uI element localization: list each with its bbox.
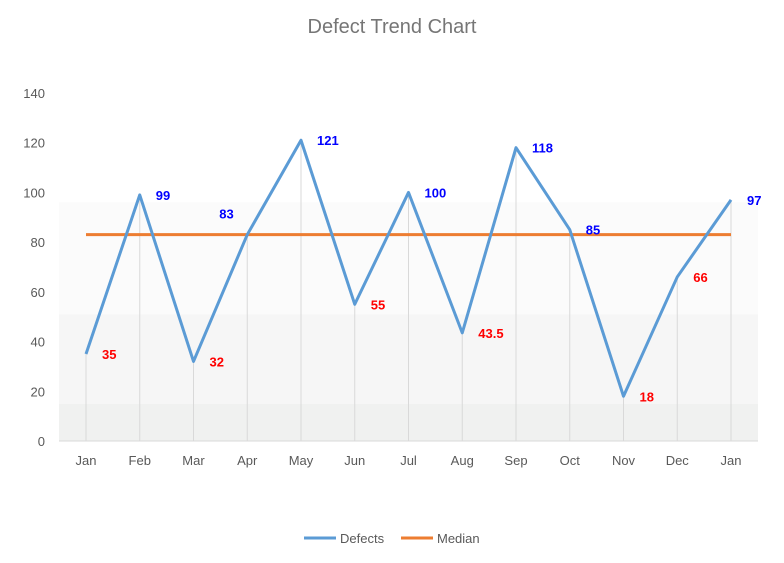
data-label: 118 xyxy=(532,141,553,156)
y-tick-label: 40 xyxy=(31,335,45,350)
x-tick-label: Oct xyxy=(560,453,581,468)
x-tick-label: May xyxy=(289,453,314,468)
data-label: 35 xyxy=(102,347,116,362)
x-tick-label: Jun xyxy=(344,453,365,468)
data-label: 32 xyxy=(210,354,224,369)
x-tick-label: Nov xyxy=(612,453,636,468)
x-tick-label: Jan xyxy=(721,453,742,468)
legend-label-defects: Defects xyxy=(340,531,385,546)
y-tick-label: 140 xyxy=(23,86,45,101)
series-lines xyxy=(84,138,733,398)
y-tick-label: 0 xyxy=(38,434,45,449)
data-label: 55 xyxy=(371,297,385,312)
x-tick-label: Sep xyxy=(504,453,527,468)
data-label: 100 xyxy=(425,185,447,200)
x-tick-label: Mar xyxy=(182,453,205,468)
y-axis-ticks: 0 20 40 60 80 100 120 140 xyxy=(23,86,45,449)
x-tick-label: Jan xyxy=(76,453,97,468)
data-label: 83 xyxy=(219,207,233,222)
x-tick-label: Dec xyxy=(666,453,690,468)
data-label: 121 xyxy=(317,133,339,148)
x-tick-label: Apr xyxy=(237,453,258,468)
series-line-defects xyxy=(84,138,733,398)
legend: Defects Median xyxy=(304,531,480,546)
y-tick-label: 120 xyxy=(23,136,45,151)
data-label: 43.5 xyxy=(478,326,503,341)
data-label: 99 xyxy=(156,188,170,203)
data-label: 85 xyxy=(586,223,600,238)
chart-title: Defect Trend Chart xyxy=(308,16,477,38)
data-label: 66 xyxy=(693,270,707,285)
x-tick-label: Jul xyxy=(400,453,417,468)
data-labels: 35 99 32 83 121 55 100 43.5 118 85 18 66 97 xyxy=(102,133,761,404)
x-axis-ticks: Jan Feb Mar Apr May Jun Jul Aug Sep Oct Nov Dec Jan xyxy=(76,453,742,468)
legend-label-median: Median xyxy=(437,531,480,546)
y-tick-label: 100 xyxy=(23,185,45,200)
x-tick-label: Aug xyxy=(451,453,474,468)
y-tick-label: 80 xyxy=(31,235,45,250)
data-label: 97 xyxy=(747,193,761,208)
data-label: 18 xyxy=(640,389,654,404)
x-tick-label: Feb xyxy=(129,453,151,468)
y-tick-label: 60 xyxy=(31,285,45,300)
y-tick-label: 20 xyxy=(31,384,45,399)
